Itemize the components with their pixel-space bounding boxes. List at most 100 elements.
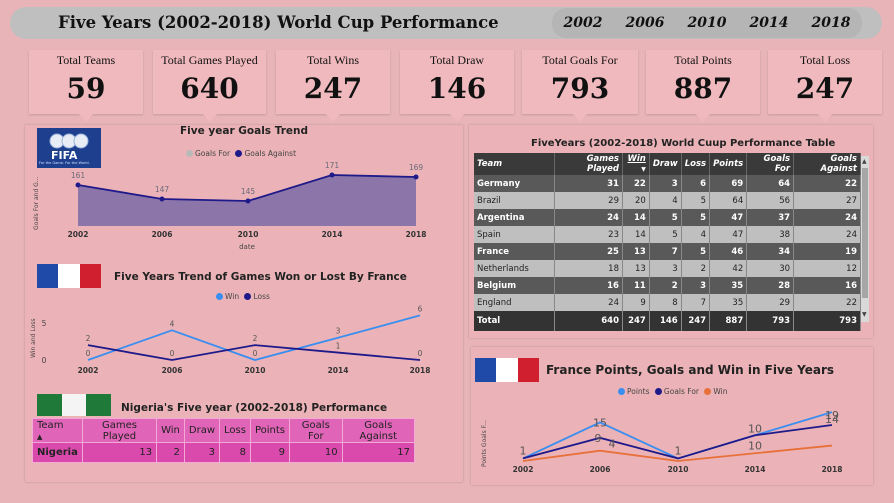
table-row[interactable]: Belgium 16 11 2 3 35 28 16 bbox=[474, 277, 861, 294]
table-row[interactable]: France 25 13 7 5 46 34 19 bbox=[474, 243, 861, 260]
table-cell: 19 bbox=[793, 243, 861, 260]
flag-green-stripe bbox=[86, 394, 112, 416]
table-row[interactable]: Germany 31 22 3 6 69 64 22 bbox=[474, 175, 861, 192]
data-label: 4 bbox=[609, 438, 616, 451]
data-label: 0 bbox=[253, 349, 258, 358]
col-loss[interactable]: Loss bbox=[681, 153, 711, 175]
table-row[interactable]: Spain 23 14 5 4 47 38 24 bbox=[474, 226, 861, 243]
table-row[interactable]: Netherlands 18 13 3 2 42 30 12 bbox=[474, 260, 861, 277]
wc-performance-table: Team Games Played Win ▼ Draw Loss Points … bbox=[474, 153, 861, 331]
x-tick-label: 2014 bbox=[328, 366, 349, 375]
card-value: 640 bbox=[180, 72, 239, 105]
col-goals-for[interactable]: Goals For bbox=[289, 418, 343, 443]
table-cell: Argentina bbox=[474, 209, 556, 226]
table-cell: 22 bbox=[793, 294, 861, 311]
card-total-loss: Total Loss 247 bbox=[768, 50, 882, 122]
data-label: 14 bbox=[825, 413, 839, 426]
total-cell: 146 bbox=[649, 311, 682, 331]
total-cell: 793 bbox=[746, 311, 795, 331]
x-tick-label: 2014 bbox=[322, 230, 343, 239]
table-cell: 24 bbox=[793, 209, 861, 226]
year-tab-2006[interactable]: 2006 bbox=[614, 8, 676, 38]
table-cell: 56 bbox=[746, 192, 795, 209]
col-games-played[interactable]: Games Played bbox=[81, 418, 158, 443]
flag-white-stripe bbox=[61, 394, 87, 416]
table-cell: 12 bbox=[793, 260, 861, 277]
cell-win: 2 bbox=[156, 442, 185, 463]
card-total-teams: Total Teams 59 bbox=[29, 50, 143, 122]
col-team[interactable]: Team bbox=[474, 153, 556, 175]
table-cell: 4 bbox=[681, 226, 711, 243]
goals-trend-legend: Goals For Goals Against bbox=[186, 149, 296, 158]
france-flag-icon bbox=[37, 264, 101, 288]
year-tab-2010[interactable]: 2010 bbox=[676, 8, 738, 38]
col-points[interactable]: Points bbox=[249, 418, 291, 443]
page-title: Five Years (2002-2018) World Cup Perform… bbox=[58, 13, 499, 32]
data-label: 171 bbox=[325, 161, 340, 170]
table-cell: 22 bbox=[793, 175, 861, 192]
table-cell: 8 bbox=[649, 294, 682, 311]
table-cell: 64 bbox=[746, 175, 795, 192]
table-cell: 6 bbox=[681, 175, 711, 192]
scroll-down-icon[interactable]: ▼ bbox=[862, 311, 867, 318]
card-total-games: Total Games Played 640 bbox=[153, 50, 266, 122]
scroll-up-icon[interactable]: ▲ bbox=[862, 158, 867, 165]
table-row[interactable]: Brazil 29 20 4 5 64 56 27 bbox=[474, 192, 861, 209]
y-axis-label: Goals For and G... bbox=[33, 176, 40, 230]
sort-up-icon: ▲ bbox=[37, 432, 43, 441]
card-total-goals-for: Total Goals For 793 bbox=[522, 50, 638, 122]
table-total-row: Total 640 247 146 247 887 793 793 bbox=[474, 311, 861, 331]
table-cell: 7 bbox=[681, 294, 711, 311]
col-goals-for[interactable]: Goals For bbox=[746, 153, 795, 175]
year-tab-2002[interactable]: 2002 bbox=[552, 8, 614, 38]
table-cell: 4 bbox=[649, 192, 682, 209]
year-tab-2018[interactable]: 2018 bbox=[800, 8, 862, 38]
card-label: Total Points bbox=[674, 53, 732, 67]
x-axis-label: date bbox=[239, 243, 255, 251]
table-scrollbar[interactable]: ▲ ▼ bbox=[861, 156, 869, 322]
y-axis-label: Win and Loss bbox=[30, 318, 37, 358]
table-row[interactable]: Argentina 24 14 5 5 47 37 24 bbox=[474, 209, 861, 226]
x-tick-label: 2010 bbox=[238, 230, 259, 239]
legend-dot-win bbox=[216, 293, 223, 300]
legend-loss: Loss bbox=[253, 292, 270, 301]
table-cell: 23 bbox=[554, 226, 623, 243]
card-value: 146 bbox=[427, 72, 487, 105]
col-win[interactable]: Win bbox=[156, 418, 185, 443]
cell-loss: 8 bbox=[219, 442, 251, 463]
col-draw[interactable]: Draw bbox=[649, 153, 682, 175]
table-cell: 9 bbox=[622, 294, 650, 311]
col-games-played[interactable]: Games Played bbox=[554, 153, 623, 175]
win-series-line bbox=[522, 444, 833, 462]
card-label: Total Draw bbox=[429, 53, 485, 67]
goals-against-point bbox=[329, 172, 335, 178]
year-tab-2014[interactable]: 2014 bbox=[738, 8, 800, 38]
france-points-title: France Points, Goals and Win in Five Yea… bbox=[546, 363, 834, 377]
col-draw[interactable]: Draw bbox=[183, 418, 221, 443]
total-cell: 887 bbox=[709, 311, 748, 331]
goals-against-point bbox=[159, 196, 165, 202]
col-goals-against[interactable]: Goals Against bbox=[341, 418, 416, 443]
x-tick-label: 2018 bbox=[410, 366, 431, 375]
col-points[interactable]: Points bbox=[709, 153, 748, 175]
scrollbar-thumb[interactable] bbox=[862, 168, 868, 298]
col-win[interactable]: Win ▼ bbox=[622, 153, 650, 175]
sort-down-icon: ▼ bbox=[641, 166, 646, 173]
flag-red-stripe bbox=[517, 358, 539, 382]
col-team[interactable]: Team ▲ bbox=[32, 418, 83, 443]
goals-trend-title: Five year Goals Trend bbox=[180, 125, 308, 137]
legend-dot-loss bbox=[244, 293, 252, 300]
table-cell: Spain bbox=[474, 226, 556, 243]
total-cell: 247 bbox=[622, 311, 650, 331]
card-value: 887 bbox=[673, 72, 733, 105]
table-row[interactable]: Nigeria 13 2 3 8 9 10 17 bbox=[32, 442, 416, 463]
table-row[interactable]: England 24 9 8 7 35 29 22 bbox=[474, 294, 861, 311]
col-loss[interactable]: Loss bbox=[219, 418, 251, 443]
col-goals-against[interactable]: Goals Against bbox=[793, 153, 861, 175]
total-cell: Total bbox=[474, 311, 556, 331]
table-cell: 28 bbox=[746, 277, 795, 294]
data-label: 147 bbox=[155, 185, 170, 194]
flag-red-stripe bbox=[79, 264, 101, 288]
data-label: 3 bbox=[336, 327, 341, 336]
data-label: 0 bbox=[170, 349, 175, 358]
